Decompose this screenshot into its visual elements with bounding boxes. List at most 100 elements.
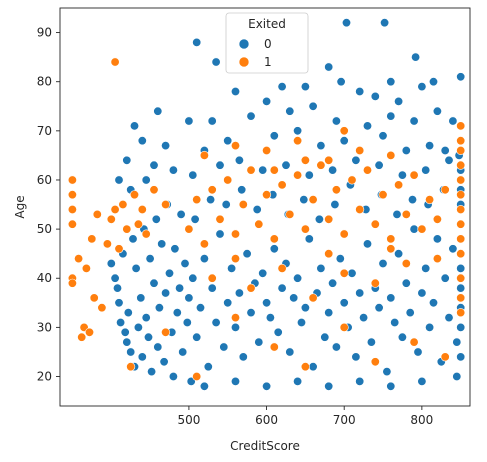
point-exited-0 (231, 87, 241, 97)
point-exited-0 (131, 263, 141, 273)
point-exited-0 (110, 273, 120, 283)
point-exited-1 (269, 165, 279, 175)
point-exited-0 (238, 352, 248, 362)
point-exited-0 (299, 195, 309, 205)
point-exited-1 (184, 224, 194, 234)
point-exited-1 (199, 239, 209, 249)
point-exited-0 (456, 352, 466, 362)
point-exited-1 (370, 278, 380, 288)
point-exited-0 (300, 303, 310, 313)
points-layer (67, 18, 466, 391)
point-exited-0 (432, 106, 442, 116)
point-exited-0 (147, 367, 157, 377)
point-exited-1 (133, 219, 143, 229)
point-exited-0 (382, 367, 392, 377)
point-exited-0 (304, 170, 314, 180)
point-exited-1 (293, 136, 303, 146)
point-exited-0 (206, 195, 216, 205)
point-exited-0 (448, 116, 458, 126)
point-exited-0 (199, 254, 209, 264)
point-exited-0 (304, 234, 314, 244)
point-exited-1 (149, 185, 159, 195)
point-exited-0 (397, 170, 407, 180)
point-exited-1 (238, 200, 248, 210)
point-exited-0 (413, 347, 423, 357)
point-exited-1 (300, 224, 310, 234)
y-tick-label: 70 (37, 124, 52, 138)
point-exited-0 (320, 332, 330, 342)
point-exited-1 (67, 278, 77, 288)
point-exited-0 (316, 141, 326, 151)
point-exited-1 (106, 214, 116, 224)
point-exited-0 (211, 317, 221, 327)
point-exited-1 (440, 352, 450, 362)
point-exited-0 (149, 278, 159, 288)
point-exited-0 (417, 82, 427, 92)
point-exited-1 (456, 190, 466, 200)
point-exited-0 (234, 288, 244, 298)
point-exited-0 (444, 155, 454, 165)
point-exited-1 (347, 175, 357, 185)
point-exited-0 (188, 170, 198, 180)
point-exited-0 (355, 376, 365, 386)
point-exited-1 (386, 150, 396, 160)
point-exited-1 (223, 175, 233, 185)
point-exited-0 (265, 313, 275, 323)
point-exited-1 (401, 209, 411, 219)
x-tick-label: 700 (333, 413, 356, 427)
point-exited-1 (339, 322, 349, 332)
point-exited-0 (456, 72, 466, 82)
point-exited-0 (355, 288, 365, 298)
point-exited-0 (106, 258, 116, 268)
point-exited-0 (339, 298, 349, 308)
point-exited-0 (355, 87, 365, 97)
point-exited-0 (401, 278, 411, 288)
point-exited-0 (281, 160, 291, 170)
point-exited-0 (262, 381, 272, 391)
point-exited-1 (456, 121, 466, 131)
point-exited-0 (289, 293, 299, 303)
point-exited-0 (366, 337, 376, 347)
x-axis-label: CreditScore (230, 439, 300, 453)
point-exited-0 (378, 258, 388, 268)
point-exited-0 (401, 146, 411, 156)
point-exited-1 (386, 234, 396, 244)
point-exited-0 (180, 258, 190, 268)
point-exited-0 (386, 77, 396, 87)
point-exited-1 (92, 209, 102, 219)
point-exited-0 (207, 283, 217, 293)
point-exited-0 (316, 263, 326, 273)
point-exited-1 (440, 185, 450, 195)
point-exited-0 (452, 337, 462, 347)
point-exited-1 (370, 357, 380, 367)
y-tick-label: 20 (37, 370, 52, 384)
point-exited-0 (154, 303, 164, 313)
point-exited-0 (223, 298, 233, 308)
point-exited-0 (113, 283, 123, 293)
point-exited-0 (347, 268, 357, 278)
point-exited-1 (409, 170, 419, 180)
point-exited-0 (456, 263, 466, 273)
point-exited-1 (87, 234, 97, 244)
point-exited-1 (207, 185, 217, 195)
point-exited-1 (339, 268, 349, 278)
point-exited-0 (456, 322, 466, 332)
point-exited-1 (110, 57, 120, 67)
point-exited-0 (308, 101, 318, 111)
point-exited-1 (425, 195, 435, 205)
y-tick-label: 50 (37, 222, 52, 236)
point-exited-0 (440, 146, 450, 156)
point-exited-0 (417, 288, 427, 298)
point-exited-0 (452, 371, 462, 381)
point-exited-0 (178, 347, 188, 357)
point-exited-0 (254, 337, 264, 347)
point-exited-1 (161, 200, 171, 210)
point-exited-1 (114, 244, 124, 254)
point-exited-1 (308, 195, 318, 205)
point-exited-0 (277, 82, 287, 92)
point-exited-1 (456, 219, 466, 229)
point-exited-1 (417, 224, 427, 234)
point-exited-1 (192, 371, 202, 381)
point-exited-0 (137, 352, 147, 362)
